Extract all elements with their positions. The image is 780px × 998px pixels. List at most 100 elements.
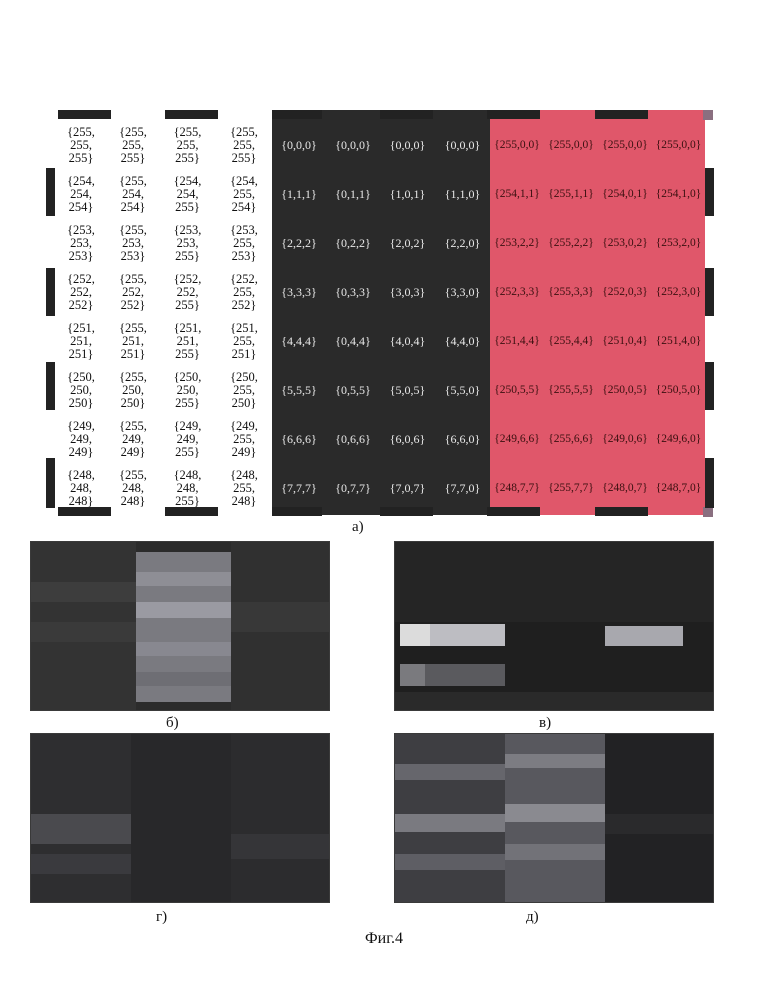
white-block-cell: {255,255,255} [55,120,107,170]
black-block-cell: {2,2,2} [272,218,326,268]
white-block-cell: {253,255,253} [216,218,272,268]
white-block-cell: {254,254,254} [55,169,107,219]
red-block-cell: {255,0,0} [544,120,598,170]
red-block-cell: {253,0,2} [598,218,652,268]
white-block-cell: {252,252,252} [55,267,107,317]
marker-bar [487,507,540,516]
white-block-cell: {255,255,255} [216,120,272,170]
white-block-cell: {254,255,254} [216,169,272,219]
white-block-cell: {253,253,253} [55,218,107,268]
black-block-cell: {2,0,2} [380,218,435,268]
red-block-cell: {250,5,5} [490,365,544,415]
marker-bar [703,110,713,120]
red-block-cell: {250,0,5} [598,365,652,415]
black-block-cell: {0,0,0} [435,120,490,170]
black-block-cell: {0,5,5} [326,365,380,415]
panel-label-a: а) [352,519,364,536]
white-block-cell: {253,253,255} [159,218,216,268]
black-block-cell: {7,7,7} [272,463,326,513]
red-block-cell: {254,0,1} [598,169,652,219]
panel-label-v: в) [539,715,551,732]
black-block-cell: {5,5,5} [272,365,326,415]
red-block-cell: {255,2,2} [544,218,598,268]
red-block-cell: {248,0,7} [598,463,652,513]
red-block-cell: {255,6,6} [544,414,598,464]
black-block-cell: {0,2,2} [326,218,380,268]
panel-b-image [30,541,330,711]
red-block-cell: {248,7,7} [490,463,544,513]
black-block-cell: {2,2,0} [435,218,490,268]
white-block-cell: {255,248,248} [107,463,159,513]
white-block-cell: {255,250,250} [107,365,159,415]
panel-label-d: д) [526,909,539,926]
red-block-cell: {255,0,0} [490,120,544,170]
black-block-cell: {1,1,0} [435,169,490,219]
red-block-cell: {254,1,1} [490,169,544,219]
red-block-cell: {252,0,3} [598,267,652,317]
red-block-cell: {255,3,3} [544,267,598,317]
black-block-cell: {0,7,7} [326,463,380,513]
white-block-cell: {255,252,252} [107,267,159,317]
white-block-cell: {250,255,250} [216,365,272,415]
marker-bar [46,362,55,410]
marker-bar [165,110,218,119]
red-block-cell: {250,5,0} [652,365,705,415]
white-block-cell: {250,250,250} [55,365,107,415]
panel-v-image [394,541,714,711]
marker-bar [595,507,648,516]
black-block-cell: {0,0,0} [380,120,435,170]
white-block-cell: {249,255,249} [216,414,272,464]
marker-bar [380,507,433,516]
white-block-cell: {255,254,254} [107,169,159,219]
black-block-cell: {4,4,0} [435,316,490,366]
red-block-cell: {254,1,0} [652,169,705,219]
white-block-cell: {248,255,248} [216,463,272,513]
black-block-cell: {1,0,1} [380,169,435,219]
black-block-cell: {3,3,0} [435,267,490,317]
white-block-cell: {251,255,251} [216,316,272,366]
white-block-cell: {249,249,255} [159,414,216,464]
red-block-cell: {255,7,7} [544,463,598,513]
black-block-cell: {3,0,3} [380,267,435,317]
red-block-cell: {251,0,4} [598,316,652,366]
marker-bar [703,507,713,517]
red-block-cell: {255,5,5} [544,365,598,415]
red-block-cell: {249,6,0} [652,414,705,464]
marker-bar [705,268,714,316]
marker-bar [380,110,433,119]
black-block-cell: {0,0,0} [326,120,380,170]
black-block-cell: {4,4,4} [272,316,326,366]
marker-bar [487,110,540,119]
red-block-cell: {253,2,0} [652,218,705,268]
black-block-cell: {0,4,4} [326,316,380,366]
black-block-cell: {4,0,4} [380,316,435,366]
marker-bar [705,168,714,216]
rgb-value-table: {255,255,255}{255,255,255}{255,255,255}{… [55,110,705,515]
panel-label-b: б) [166,715,179,732]
white-block-cell: {255,255,255} [159,120,216,170]
marker-bar [595,110,648,119]
white-block-cell: {248,248,248} [55,463,107,513]
marker-bar [272,507,322,516]
black-block-cell: {6,6,6} [272,414,326,464]
black-block-cell: {7,0,7} [380,463,435,513]
red-block-cell: {255,4,4} [544,316,598,366]
black-block-cell: {3,3,3} [272,267,326,317]
panel-label-g: г) [156,909,167,926]
red-block-cell: {251,4,0} [652,316,705,366]
black-block-cell: {0,3,3} [326,267,380,317]
red-block-cell: {249,0,6} [598,414,652,464]
black-block-cell: {6,6,0} [435,414,490,464]
white-block-cell: {251,251,251} [55,316,107,366]
red-block-cell: {249,6,6} [490,414,544,464]
marker-bar [272,110,322,119]
black-block-cell: {1,1,1} [272,169,326,219]
red-block-cell: {253,2,2} [490,218,544,268]
red-block-cell: {255,1,1} [544,169,598,219]
white-block-cell: {251,251,255} [159,316,216,366]
panel-d-image [394,733,714,903]
white-block-cell: {254,254,255} [159,169,216,219]
marker-bar [46,458,55,508]
black-block-cell: {0,0,0} [272,120,326,170]
white-block-cell: {252,255,252} [216,267,272,317]
